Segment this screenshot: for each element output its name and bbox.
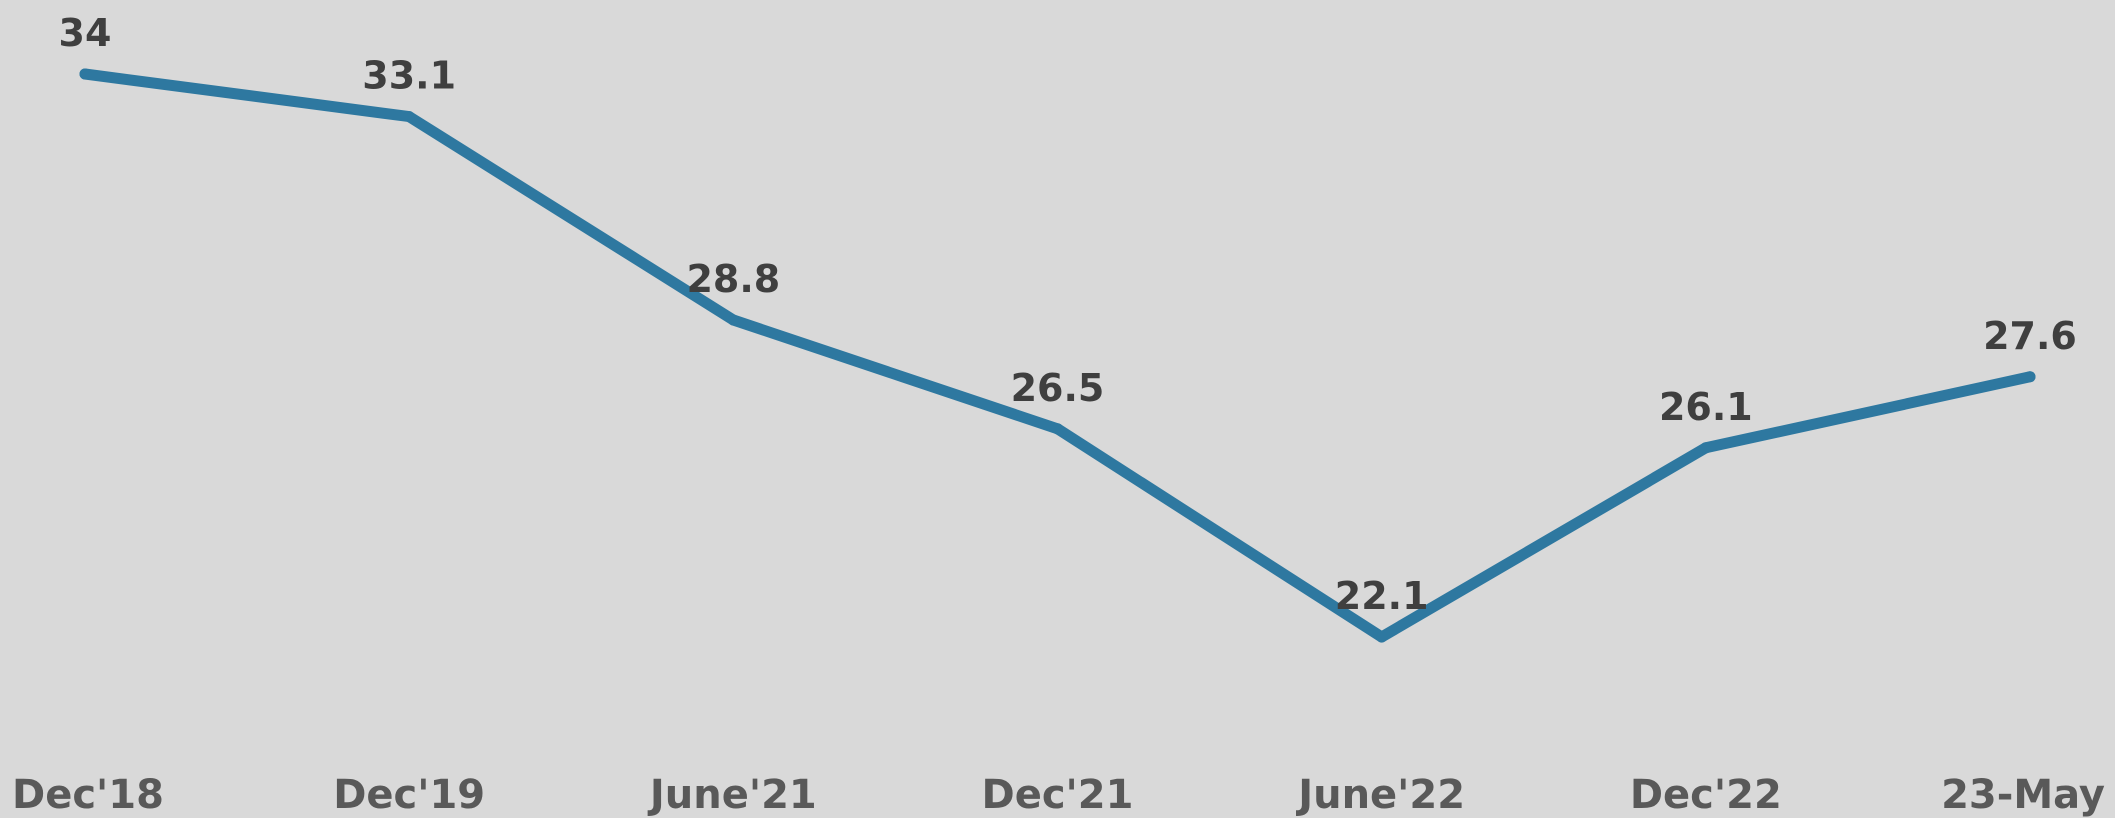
data-point <box>727 314 739 326</box>
x-axis-tick-layer: Dec'18 Dec'19 June'21 Dec'21 June'22 Dec'22 23… <box>12 772 2105 818</box>
x-tick-label: Dec'22 <box>1630 772 1782 818</box>
x-tick-label: Dec'18 <box>12 772 164 818</box>
data-label-layer: 34 33.1 28.8 26.5 22.1 26.1 27.6 <box>59 11 2077 618</box>
data-label: 26.1 <box>1659 385 1753 429</box>
data-point <box>1700 442 1712 454</box>
data-label: 27.6 <box>1983 314 2077 358</box>
data-point <box>403 111 415 123</box>
data-label: 22.1 <box>1335 574 1429 618</box>
data-label: 26.5 <box>1011 366 1105 410</box>
x-tick-label: 23-May <box>1941 772 2105 818</box>
data-point <box>2024 371 2036 383</box>
data-point <box>1376 631 1388 643</box>
data-label: 28.8 <box>686 257 780 301</box>
x-tick-label: Dec'21 <box>982 772 1134 818</box>
series-line-layer <box>79 68 2036 643</box>
data-label: 34 <box>59 11 112 55</box>
data-point <box>1052 423 1063 435</box>
x-tick-label: June'22 <box>1295 772 1465 818</box>
data-label: 33.1 <box>362 54 456 98</box>
x-tick-label: Dec'19 <box>333 772 485 818</box>
x-tick-label: June'21 <box>647 772 817 818</box>
data-point <box>79 68 91 80</box>
